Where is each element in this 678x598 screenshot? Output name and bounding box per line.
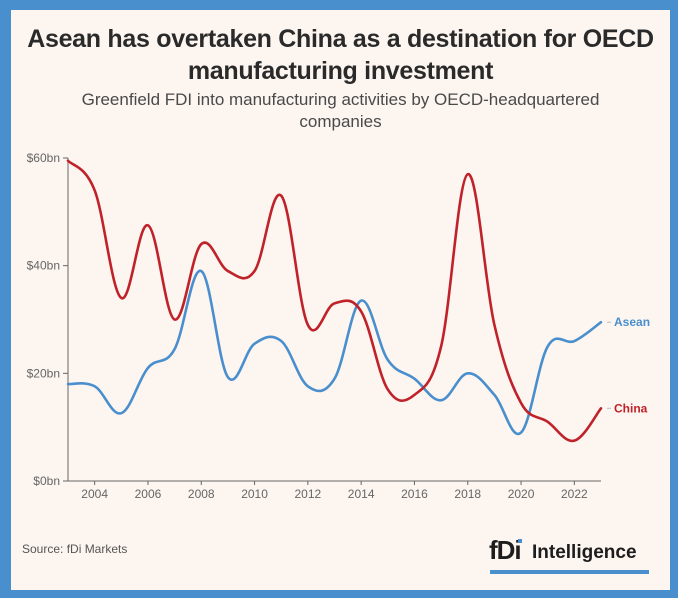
x-tick-label: 2012 — [294, 487, 321, 501]
x-tick-label: 2004 — [81, 487, 108, 501]
axes: $0bn $20bn $40bn $60bn 2004 2006 2008 2010 2012 2… — [27, 151, 601, 501]
series-labels: Asean China — [607, 315, 650, 415]
x-tick-label: 2022 — [561, 487, 588, 501]
logo-underline — [490, 570, 649, 574]
x-tick-label: 2014 — [348, 487, 375, 501]
series-label-asean: Asean — [614, 315, 650, 329]
fdi-intelligence-logo: fDi Intelligence — [489, 535, 651, 577]
logo-mark: fDi — [489, 535, 522, 565]
source-note: Source: fDi Markets — [22, 542, 128, 556]
x-tick-label: 2006 — [135, 487, 162, 501]
logo-text: Intelligence — [532, 542, 637, 563]
x-tick-label: 2008 — [188, 487, 215, 501]
y-tick-label: $40bn — [27, 259, 60, 273]
y-tick-label: $20bn — [27, 366, 60, 380]
logo-dot — [518, 539, 522, 543]
x-tick-label: 2010 — [241, 487, 268, 501]
chart-subtitle: Greenfield FDI into manufacturing activi… — [81, 90, 600, 131]
series-line-china — [66, 159, 603, 443]
chart-panel: Asean has overtaken China as a destinati… — [11, 10, 670, 590]
x-tick-label: 2016 — [401, 487, 428, 501]
series-lines — [66, 159, 603, 443]
y-tick-label: $0bn — [33, 474, 60, 488]
series-line-asean — [66, 269, 603, 436]
chart-title: Asean has overtaken China as a destinati… — [27, 25, 654, 85]
x-tick-label: 2018 — [454, 487, 481, 501]
y-tick-label: $60bn — [27, 151, 60, 165]
x-tick-label: 2020 — [508, 487, 535, 501]
series-label-china: China — [614, 401, 648, 415]
